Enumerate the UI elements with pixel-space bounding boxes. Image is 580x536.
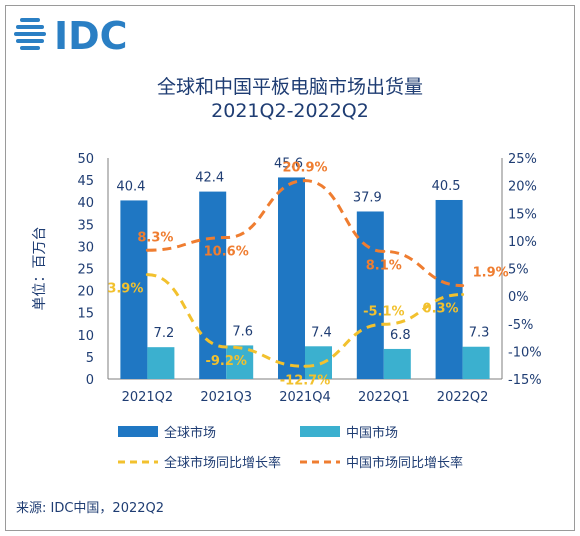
bar (383, 348, 411, 379)
y2-tick-label: -5% (508, 318, 533, 333)
line-point (461, 292, 465, 296)
legend-label: 全球市场 (164, 425, 216, 441)
bar (147, 347, 175, 379)
y-tick-label: 0 (86, 373, 94, 388)
line-value-label: 1.9% (473, 266, 509, 281)
y2-tick-label: 25% (508, 152, 537, 167)
line-point (145, 273, 149, 277)
y-tick-label: 25 (77, 263, 94, 278)
y2-tick-label: -15% (508, 373, 542, 388)
chart-subtitle: 2021Q2-2022Q2 (211, 100, 369, 122)
y-tick-label: 50 (77, 152, 94, 167)
x-tick-label: 2021Q2 (122, 390, 174, 405)
line-value-label: 20.9% (282, 161, 327, 176)
x-tick-label: 2022Q1 (358, 390, 410, 405)
y-tick-label: 40 (77, 196, 94, 211)
bar (435, 199, 463, 379)
y2-tick-label: 5% (508, 263, 529, 278)
y2-tick-label: 15% (508, 207, 537, 222)
line-point (303, 364, 307, 368)
legend-label: 中国市场 (346, 425, 398, 441)
line-point (224, 345, 228, 349)
line-point (224, 236, 228, 240)
bar-value-label: 7.3 (469, 326, 490, 341)
y-tick-label: 30 (77, 240, 94, 255)
legend-swatch (300, 426, 340, 437)
line-point (382, 249, 386, 253)
bar-value-label: 40.5 (432, 179, 461, 194)
y-tick-label: 10 (77, 329, 94, 344)
bar-value-label: 7.6 (232, 324, 253, 339)
legend-swatch (118, 426, 158, 437)
y2-tick-label: 0% (508, 290, 529, 305)
y2-tick-label: -10% (508, 345, 542, 360)
bar (278, 177, 305, 379)
bar (462, 346, 490, 379)
series-line (147, 273, 463, 368)
line-point (303, 179, 307, 183)
line-value-label: 10.6% (204, 245, 249, 260)
line-value-label: 8.1% (366, 258, 402, 273)
bar-value-label: 7.2 (154, 326, 175, 341)
y2-tick-label: 10% (508, 235, 537, 250)
bar (120, 200, 148, 379)
line-value-label: 0.3% (423, 301, 459, 316)
chart-area: 0 5 10 15 20 25 30 35 40 45 50 -15% -10% -5% 0% 5% 10% 15… (32, 152, 542, 471)
y-tick-label: 15 (77, 307, 94, 322)
line-value-label: 3.9% (107, 282, 143, 297)
x-tick-label: 2021Q4 (279, 390, 331, 405)
line-point (461, 284, 465, 288)
x-tick-label: 2022Q2 (437, 390, 489, 405)
y-tick-label: 20 (77, 285, 94, 300)
chart-title: 全球和中国平板电脑市场出货量 (156, 76, 423, 98)
line-value-label: -9.2% (205, 354, 246, 369)
bar-value-label: 37.9 (353, 190, 382, 205)
bar (356, 211, 384, 379)
bar (305, 346, 332, 379)
globe-icon (14, 18, 46, 50)
bar-value-label: 42.4 (195, 171, 224, 186)
bar-value-label: 6.8 (390, 328, 411, 343)
line-value-label: -5.1% (363, 304, 404, 319)
y2-tick-label: 20% (508, 180, 537, 195)
line-value-label: 8.3% (137, 230, 173, 245)
line-point (382, 322, 386, 326)
legend-label: 中国市场同比增长率 (346, 455, 463, 471)
y-tick-label: 5 (86, 351, 94, 366)
legend-label: 全球市场同比增长率 (164, 455, 281, 471)
y-axis-label: 单位：百万台 (32, 227, 48, 311)
y-tick-label: 45 (77, 174, 94, 189)
line-point (145, 248, 149, 252)
bar-value-label: 7.4 (311, 325, 332, 340)
y-tick-label: 35 (77, 218, 94, 233)
bar-value-label: 45.6 (274, 156, 303, 171)
x-tick-label: 2021Q3 (200, 390, 252, 405)
bar (199, 191, 227, 379)
source-note: 来源: IDC中国，2022Q2 (16, 501, 165, 516)
line-value-label: -12.7% (280, 373, 331, 388)
idc-logo: IDC (14, 14, 128, 54)
bar-value-label: 40.4 (116, 179, 145, 194)
logo-text: IDC (54, 14, 128, 54)
